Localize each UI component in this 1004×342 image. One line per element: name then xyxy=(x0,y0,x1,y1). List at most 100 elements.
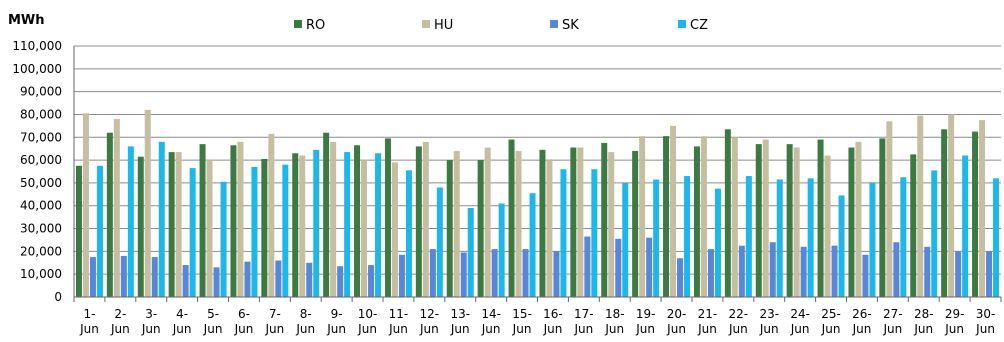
x-tick-label-1-line-1: 2- xyxy=(114,307,126,321)
y-tick-label-1: 10,000 xyxy=(20,267,62,281)
x-tick-label-15-line-1: 16- xyxy=(543,307,563,321)
bar-ro-5 xyxy=(199,144,206,297)
bar-cz-12 xyxy=(436,187,443,297)
bar-sk-12 xyxy=(429,249,436,297)
x-tick-label-19: 20-Jun xyxy=(666,307,686,336)
x-tick-label-25-line-2: Jun xyxy=(852,322,872,336)
bar-hu-19 xyxy=(639,136,646,297)
x-tick-label-12-line-2: Jun xyxy=(450,322,470,336)
x-tick-label-4: 5-Jun xyxy=(203,307,223,336)
bar-ro-1 xyxy=(75,165,82,297)
y-tick-label-7: 70,000 xyxy=(20,130,62,144)
bar-cz-23 xyxy=(776,179,783,297)
y-tick-label-9: 90,000 xyxy=(20,85,62,99)
x-tick-label-7: 8-Jun xyxy=(295,307,315,336)
x-tick-label-13: 14-Jun xyxy=(481,307,501,336)
bar-ro-6 xyxy=(230,145,237,297)
bar-sk-8 xyxy=(306,262,313,297)
bar-hu-7 xyxy=(268,133,275,297)
x-tick-label-0: 1-Jun xyxy=(79,307,99,336)
bar-ro-18 xyxy=(601,142,608,297)
bar-sk-19 xyxy=(646,237,653,297)
x-tick-label-24-line-1: 25- xyxy=(821,307,841,321)
x-tick-label-14: 15-Jun xyxy=(512,307,532,336)
x-tick-label-20: 21-Jun xyxy=(697,307,717,336)
bar-ro-29 xyxy=(941,129,948,297)
bar-ro-20 xyxy=(663,136,670,297)
bar-sk-9 xyxy=(337,266,344,297)
x-tick-label-3: 4-Jun xyxy=(172,307,192,336)
bar-cz-6 xyxy=(251,166,258,297)
x-tick-label-8-line-1: 9- xyxy=(331,307,343,321)
x-tick-label-9-line-1: 10- xyxy=(358,307,378,321)
legend-label-cz: CZ xyxy=(690,18,708,33)
x-tick-label-18-line-1: 19- xyxy=(636,307,656,321)
bar-ro-22 xyxy=(724,129,731,297)
bar-sk-23 xyxy=(769,242,776,297)
x-tick-label-19-line-2: Jun xyxy=(666,322,686,336)
bar-hu-21 xyxy=(700,136,707,297)
x-tick-label-6-line-2: Jun xyxy=(264,322,284,336)
x-tick-label-9-line-2: Jun xyxy=(357,322,377,336)
bar-sk-2 xyxy=(120,255,127,297)
bar-cz-30 xyxy=(993,178,1000,297)
x-tick-label-5-line-2: Jun xyxy=(234,322,254,336)
x-tick-label-20-line-1: 21- xyxy=(698,307,718,321)
bar-cz-9 xyxy=(344,152,351,297)
x-tick-label-12-line-1: 13- xyxy=(450,307,470,321)
bar-ro-9 xyxy=(323,132,330,297)
legend-swatch-ro xyxy=(294,20,302,28)
x-tick-label-1-line-2: Jun xyxy=(110,322,130,336)
x-tick-label-28-line-2: Jun xyxy=(944,322,964,336)
x-tick-label-10-line-2: Jun xyxy=(388,322,408,336)
x-tick-label-5: 6-Jun xyxy=(234,307,254,336)
x-tick-label-4-line-1: 5- xyxy=(207,307,219,321)
bar-ro-23 xyxy=(755,144,762,297)
x-tick-label-21-line-2: Jun xyxy=(728,322,748,336)
x-tick-label-29-line-2: Jun xyxy=(975,322,995,336)
bar-ro-10 xyxy=(354,145,361,297)
legend-label-ro: RO xyxy=(306,18,325,33)
bar-cz-16 xyxy=(560,169,567,297)
bar-cz-18 xyxy=(622,182,629,297)
bar-hu-27 xyxy=(886,121,893,297)
bar-hu-16 xyxy=(546,160,553,297)
x-tick-label-16: 17-Jun xyxy=(573,307,593,336)
x-tick-label-26-line-1: 27- xyxy=(883,307,903,321)
x-tick-label-25-line-1: 26- xyxy=(852,307,872,321)
x-tick-label-3-line-2: Jun xyxy=(172,322,192,336)
bar-cz-11 xyxy=(405,170,412,297)
x-tick-label-20-line-2: Jun xyxy=(697,322,717,336)
bar-cz-15 xyxy=(529,193,536,297)
bar-hu-5 xyxy=(206,160,213,297)
x-tick-label-0-line-1: 1- xyxy=(83,307,95,321)
x-tick-label-0-line-2: Jun xyxy=(79,322,99,336)
x-tick-label-18: 19-Jun xyxy=(635,307,655,336)
bar-sk-20 xyxy=(677,258,684,297)
bar-cz-20 xyxy=(684,176,691,297)
bar-cz-13 xyxy=(467,208,474,297)
bar-cz-7 xyxy=(282,164,289,297)
bar-cz-24 xyxy=(807,178,814,297)
x-tick-label-2: 3-Jun xyxy=(141,307,161,336)
x-tick-label-17: 18-Jun xyxy=(604,307,624,336)
bar-hu-12 xyxy=(422,141,429,297)
bar-cz-2 xyxy=(127,146,134,297)
bar-cz-5 xyxy=(220,181,227,297)
bar-hu-8 xyxy=(299,155,306,297)
bar-hu-6 xyxy=(237,141,244,297)
x-tick-label-25: 26-Jun xyxy=(852,307,872,336)
y-tick-label-6: 60,000 xyxy=(20,153,62,167)
x-tick-label-29-line-1: 30- xyxy=(976,307,996,321)
bar-ro-30 xyxy=(972,131,979,297)
x-tick-label-7-line-2: Jun xyxy=(295,322,315,336)
grid-layer xyxy=(74,45,1001,298)
x-tick-label-5-line-1: 6- xyxy=(238,307,250,321)
bar-sk-17 xyxy=(584,236,591,297)
bar-hu-25 xyxy=(824,155,831,297)
bar-sk-18 xyxy=(615,238,622,297)
bar-ro-12 xyxy=(415,146,422,297)
bar-hu-4 xyxy=(175,152,182,297)
bars-layer xyxy=(75,109,1000,298)
y-tick-label-5: 50,000 xyxy=(20,176,62,190)
